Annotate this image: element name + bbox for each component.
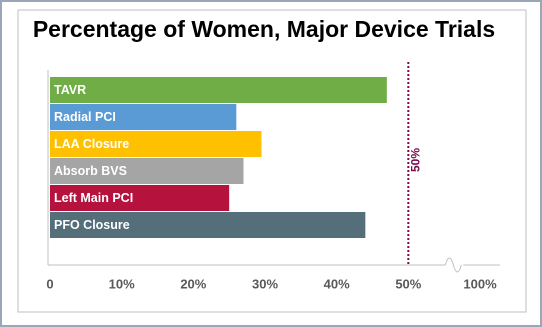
bar-label: Left Main PCI bbox=[54, 191, 133, 205]
bar bbox=[50, 131, 262, 157]
x-tick-label: 10% bbox=[109, 276, 135, 291]
bar-label: LAA Closure bbox=[54, 137, 129, 151]
bar-label: PFO Closure bbox=[54, 218, 130, 232]
axis-break bbox=[444, 257, 462, 273]
x-tick-label: 100% bbox=[463, 276, 497, 291]
bar-label: TAVR bbox=[54, 83, 86, 97]
x-tick-label: 50% bbox=[395, 276, 421, 291]
reference-label: 50% bbox=[409, 148, 423, 172]
x-tick-label: 20% bbox=[180, 276, 206, 291]
x-tick-label: 40% bbox=[324, 276, 350, 291]
x-tick-label: 0 bbox=[46, 276, 53, 291]
x-tick-label: 30% bbox=[252, 276, 278, 291]
bar-label: Radial PCI bbox=[54, 110, 116, 124]
bar bbox=[50, 77, 387, 103]
bar-label: Absorb BVS bbox=[54, 164, 127, 178]
bar bbox=[50, 212, 366, 238]
bar bbox=[50, 185, 230, 211]
chart-title: Percentage of Women, Major Device Trials bbox=[33, 16, 495, 42]
bar bbox=[50, 158, 244, 184]
bar bbox=[50, 104, 237, 130]
